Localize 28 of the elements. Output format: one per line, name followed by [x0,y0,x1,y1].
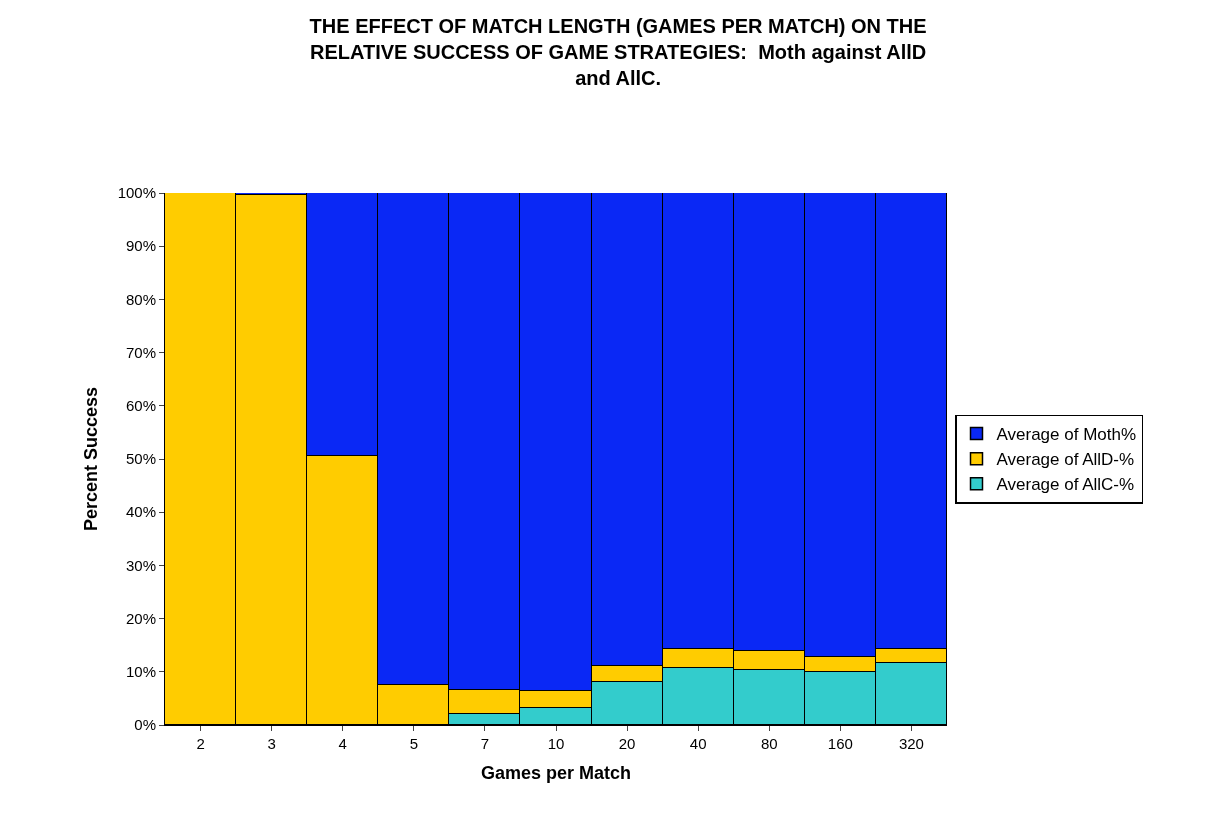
legend-label: Average of Moth% [996,425,1137,445]
x-tick-label: 40 [689,735,707,752]
y-tick-label: 0% [134,716,156,734]
y-tick-label: 40% [125,503,156,521]
x-tick-label: 10 [547,735,565,752]
x-tick-label: 4 [338,735,347,752]
chart-title: THE EFFECT OF MATCH LENGTH (GAMES PER MATCH) ON THE RELATIVE SUCCESS OF GAME STRATEGIES: Moth against AllD and AllC. [309,15,927,90]
y-tick-label: 30% [125,556,156,574]
y-tick-label: 60% [125,397,156,415]
y-tick-label: 10% [125,663,156,681]
y-axis-title: Percent Success [80,386,101,532]
legend-label: Average of AllC-% [996,475,1135,495]
x-tick-label: 20 [618,735,636,752]
x-tick-label: 7 [480,735,490,752]
y-tick-label: 50% [125,450,156,468]
y-tick-label: 90% [125,237,156,255]
x-axis-title: Games per Match [480,763,632,784]
x-tick-label: 160 [827,735,853,752]
x-tick-label: 2 [196,735,205,752]
legend-label: Average of AllD-% [996,450,1135,470]
x-tick-label: 5 [409,735,418,752]
y-tick-label: 100% [117,184,156,202]
x-tick-label: 320 [898,735,924,752]
y-tick-label: 80% [125,290,156,308]
y-tick-label: 70% [125,343,156,361]
x-tick-label: 3 [267,735,276,752]
y-tick-label: 20% [125,609,156,627]
x-tick-label: 80 [760,735,778,752]
